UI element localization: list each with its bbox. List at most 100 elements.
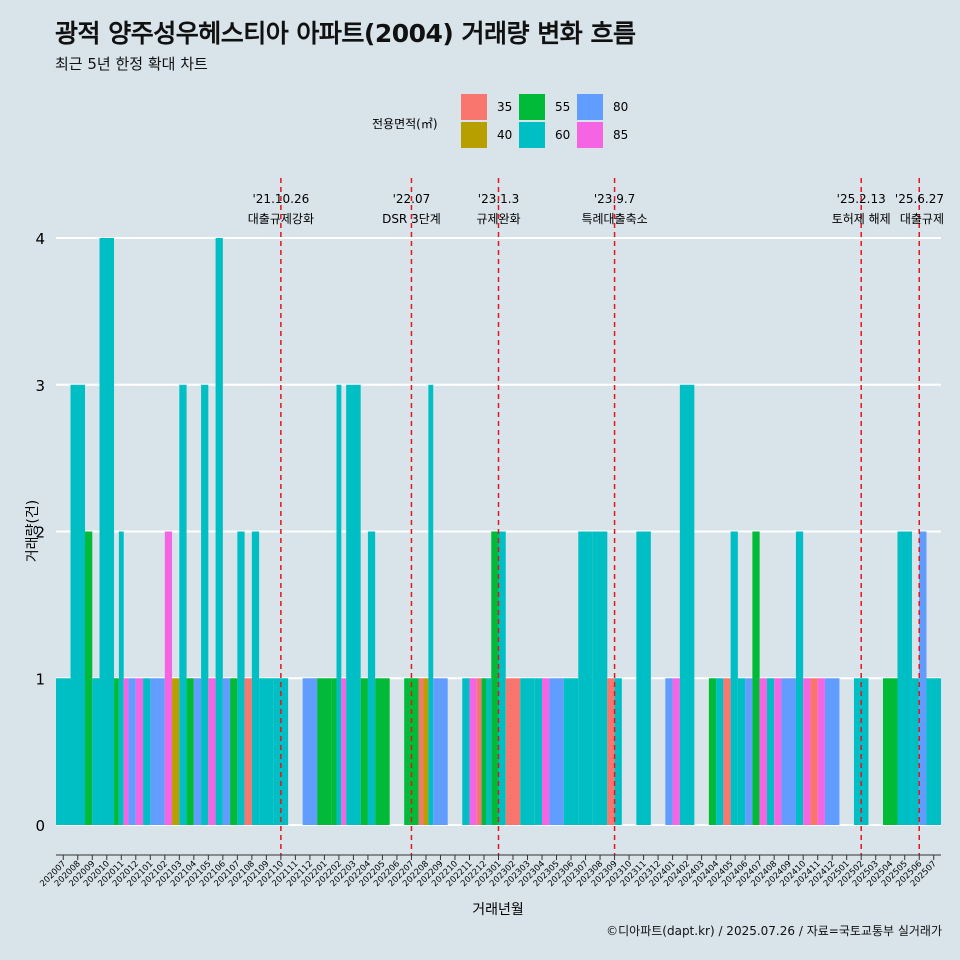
event-label: 특례대출축소: [581, 212, 647, 226]
bar-202507-60: [926, 678, 941, 825]
page-title: 광적 양주성우헤스티아 아파트(2004) 거래량 변화 흐름: [55, 19, 636, 48]
legend-label-80: 80: [613, 100, 628, 114]
bar-202212-35: [476, 678, 482, 825]
event-date: '23.9.7: [594, 192, 635, 206]
bar-202007-60: [56, 678, 71, 825]
y-tick-label: 1: [35, 670, 45, 688]
event-date: '22.07: [393, 192, 431, 206]
bar-202411-85: [817, 678, 825, 825]
y-tick-label: 3: [35, 377, 45, 395]
legend-label-85: 85: [613, 128, 628, 142]
x-axis-title: 거래년월: [472, 902, 524, 918]
legend-swatch-55: [519, 94, 545, 120]
bar-202104-80: [193, 678, 202, 825]
bar-202011-85: [123, 678, 129, 825]
event-date: '25.2.13: [837, 192, 886, 206]
bar-202010-60: [99, 238, 115, 825]
legend-label-60: 60: [555, 128, 570, 142]
y-tick-label: 4: [35, 230, 45, 248]
bar-202401-85: [672, 678, 680, 825]
bar-202012-80: [128, 678, 136, 825]
bar-202208-35: [418, 678, 424, 825]
bar-202108-35: [244, 678, 252, 825]
event-label: 규제완화: [476, 212, 520, 226]
legend-swatch-85: [577, 122, 603, 148]
x-axis: 2020072020082020092020102020112020122021…: [38, 854, 941, 889]
bar-202307-60: [578, 531, 593, 825]
bar-202402-60: [679, 384, 695, 825]
event-date: '23.1.3: [478, 192, 519, 206]
bar-202209-80: [433, 678, 448, 825]
bar-202105-85: [208, 678, 216, 825]
bar-202106-60: [215, 238, 223, 825]
bar-202405-60: [730, 531, 738, 825]
event-label: DSR 3단계: [382, 212, 441, 226]
y-axis-ticks: 0 1 2 3 4: [35, 230, 45, 835]
bar-202011-55: [114, 678, 119, 825]
bar-202407-55: [752, 531, 760, 825]
bar-202406-60: [737, 678, 746, 825]
bar-202107-60: [237, 531, 245, 825]
page-subtitle: 최근 5년 한정 확대 차트: [55, 55, 208, 73]
bar-202502-60: [853, 678, 869, 825]
bar-202202-55: [331, 678, 337, 825]
bar-202410-60: [795, 531, 804, 825]
bar-layer: [56, 238, 941, 825]
bar-202504-55: [882, 678, 898, 825]
legend-label-40: 40: [497, 128, 512, 142]
bar-202309-35: [607, 678, 615, 825]
bar-202408-60: [766, 678, 775, 825]
bar-202304-85: [542, 678, 550, 825]
bar-202009-60: [92, 678, 100, 825]
bar-202506-80: [919, 531, 927, 825]
bar-202204-55: [360, 678, 368, 825]
bar-202102-85: [164, 531, 173, 825]
bar-202304-60: [534, 678, 543, 825]
legend-swatch-40: [461, 122, 487, 148]
bar-202211-60: [462, 678, 470, 825]
bar-202202-60: [336, 384, 342, 825]
bar-202103-40: [172, 678, 180, 825]
event-label: 대출규제: [900, 212, 944, 226]
bar-202110-60: [273, 678, 289, 825]
legend-swatch-60: [519, 122, 545, 148]
bar-202411-35: [810, 678, 818, 825]
y-tick-label: 0: [35, 817, 45, 835]
bar-202106-80: [222, 678, 231, 825]
legend-swatch-35: [461, 94, 487, 120]
legend-label-55: 55: [555, 100, 570, 114]
legend-swatch-80: [577, 94, 603, 120]
bar-202301-60: [498, 531, 506, 825]
bar-202211-85: [469, 678, 477, 825]
bar-202305-80: [549, 678, 564, 825]
bar-202012-85: [135, 678, 144, 825]
bar-202408-85: [774, 678, 782, 825]
bar-202009-55: [85, 531, 93, 825]
bar-202412-80: [824, 678, 840, 825]
bar-202506-60: [911, 678, 920, 825]
bar-202101-80: [150, 678, 158, 825]
bar-202404-55: [708, 678, 717, 825]
bar-202212-60: [486, 678, 492, 825]
event-lines: '21.10.26 대출규제강화 '22.07 DSR 3단계 '23.1.3 규제완화 '…: [248, 178, 944, 855]
bar-202207-55: [404, 678, 419, 825]
bar-202405-35: [723, 678, 731, 825]
bar-202309-60: [614, 678, 622, 825]
y-axis-title: 거래량(건): [25, 500, 41, 562]
bar-202008-60: [70, 384, 86, 825]
bar-202104-55: [186, 678, 194, 825]
event-label: 토허제 해제: [832, 212, 891, 226]
bar-202401-80: [665, 678, 673, 825]
bar-202103-60: [179, 384, 187, 825]
event-date: '25.6.27: [895, 192, 944, 206]
bar-202102-80: [157, 678, 165, 825]
bar-202105-60: [201, 384, 209, 825]
bar-202311-60: [636, 531, 651, 825]
bar-202112-80: [302, 678, 318, 825]
bar-202109-60: [259, 678, 274, 825]
event-label: 대출규제강화: [248, 212, 314, 226]
legend: 전용면적(㎡) 35 40 55 60 80 85: [372, 94, 628, 148]
bar-202208-60: [428, 384, 434, 825]
bar-202505-60: [897, 531, 912, 825]
bar-202308-60: [592, 531, 608, 825]
